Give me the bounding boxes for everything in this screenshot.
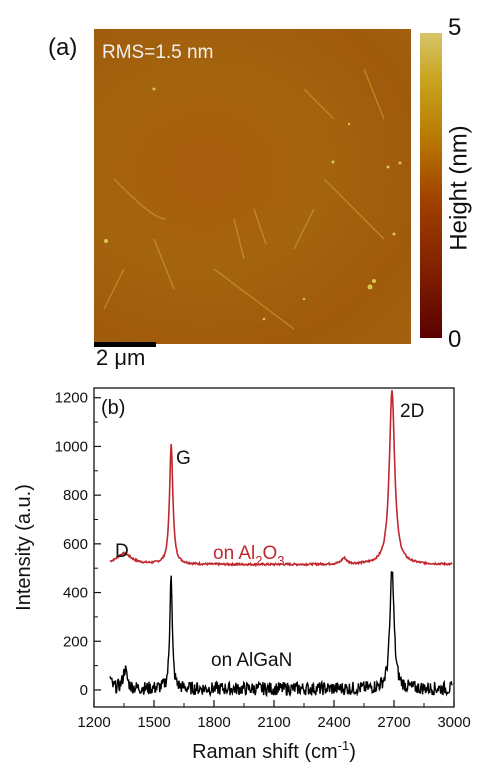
colorbar-min-label: 0 — [448, 326, 462, 353]
rms-value: RMS=1.5 nm — [102, 42, 214, 63]
x-tick-label-1500: 1500 — [137, 714, 170, 731]
afm-surface-features — [103, 47, 402, 330]
series-line-on-al2o3 — [109, 390, 453, 568]
panel-a-label: (a) — [48, 34, 78, 61]
x-tick-label-1800: 1800 — [197, 714, 230, 731]
annotation-d-band: D — [115, 541, 129, 562]
colorbar-max-label: 5 — [448, 14, 462, 41]
y-tick-label-800: 800 — [63, 487, 88, 504]
y-tick-label-0: 0 — [80, 682, 88, 699]
y-tick-label-600: 600 — [63, 536, 88, 553]
x-tick-label-3000: 3000 — [437, 714, 470, 731]
y-tick-label-1000: 1000 — [55, 438, 88, 455]
scale-bar — [94, 342, 156, 347]
x-axis-title: Raman shift (cm-1) — [192, 738, 356, 763]
scale-bar-label: 2 μm — [96, 345, 146, 370]
y-tick-label-400: 400 — [63, 585, 88, 602]
y-tick-label-200: 200 — [63, 633, 88, 650]
panel-b-label: (b) — [101, 397, 125, 419]
label-on-algan: on AlGaN — [211, 650, 292, 671]
annotation-g-band: G — [176, 448, 191, 469]
x-tick-label-2400: 2400 — [317, 714, 350, 731]
series-line-on-algan — [109, 571, 453, 698]
label-on-al2o3: on Al2O3 — [213, 543, 285, 568]
annotation-2d-band: 2D — [400, 401, 424, 422]
x-tick-label-2700: 2700 — [377, 714, 410, 731]
x-tick-label-2100: 2100 — [257, 714, 290, 731]
y-tick-label-1200: 1200 — [55, 390, 88, 407]
x-tick-label-1200: 1200 — [77, 714, 110, 731]
y-axis-title: Intensity (a.u.) — [13, 484, 35, 611]
afm-height-image: RMS=1.5 nm — [94, 29, 411, 344]
height-colorbar — [420, 33, 442, 338]
